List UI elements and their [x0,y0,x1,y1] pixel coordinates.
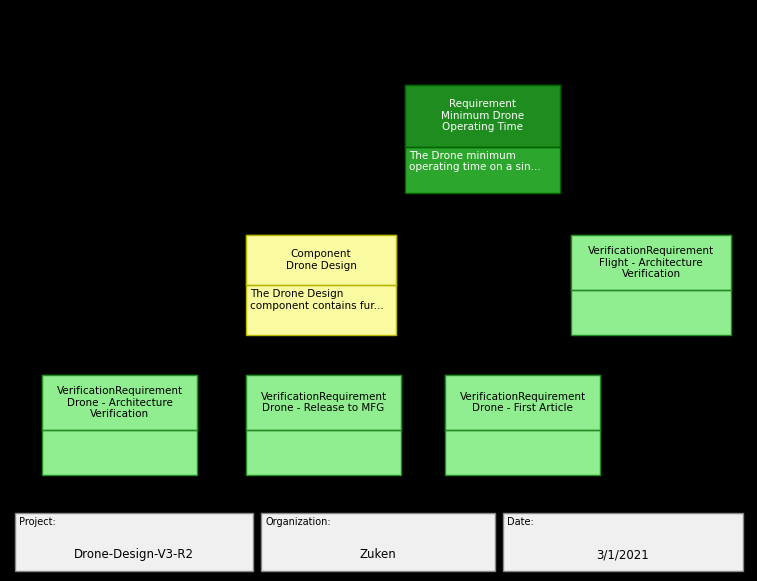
Bar [445,375,600,430]
Text: Organization:: Organization: [265,517,331,527]
Bar [261,513,495,571]
Bar [15,513,253,571]
Text: VerificationRequirement
Flight - Architecture
Verification: VerificationRequirement Flight - Archite… [588,246,714,279]
Text: Component
Drone Design: Component Drone Design [285,249,357,271]
Bar [571,235,731,290]
Text: VerificationRequirement
Drone - Architecture
Verification: VerificationRequirement Drone - Architec… [57,386,182,419]
Text: The Drone Design
component contains fur...: The Drone Design component contains fur.… [250,289,384,311]
Bar [503,513,743,571]
Bar [445,375,600,475]
Bar [571,235,731,335]
Bar [246,375,401,475]
Bar [42,375,197,475]
Text: VerificationRequirement
Drone - Release to MFG: VerificationRequirement Drone - Release … [260,392,387,413]
Text: VerificationRequirement
Drone - First Article: VerificationRequirement Drone - First Ar… [459,392,586,413]
Text: Date:: Date: [507,517,534,527]
Text: Drone-Design-V3-R2: Drone-Design-V3-R2 [74,548,194,561]
Text: Zuken: Zuken [360,548,397,561]
Text: Requirement
Minimum Drone
Operating Time: Requirement Minimum Drone Operating Time [441,99,524,132]
Bar [246,375,401,430]
Bar [246,235,396,335]
Bar [42,375,197,430]
Bar [246,235,396,285]
Text: Project:: Project: [19,517,56,527]
Text: The Drone minimum
operating time on a sin...: The Drone minimum operating time on a si… [409,150,540,172]
Text: 3/1/2021: 3/1/2021 [597,548,650,561]
Bar [405,85,560,146]
Bar [405,85,560,193]
